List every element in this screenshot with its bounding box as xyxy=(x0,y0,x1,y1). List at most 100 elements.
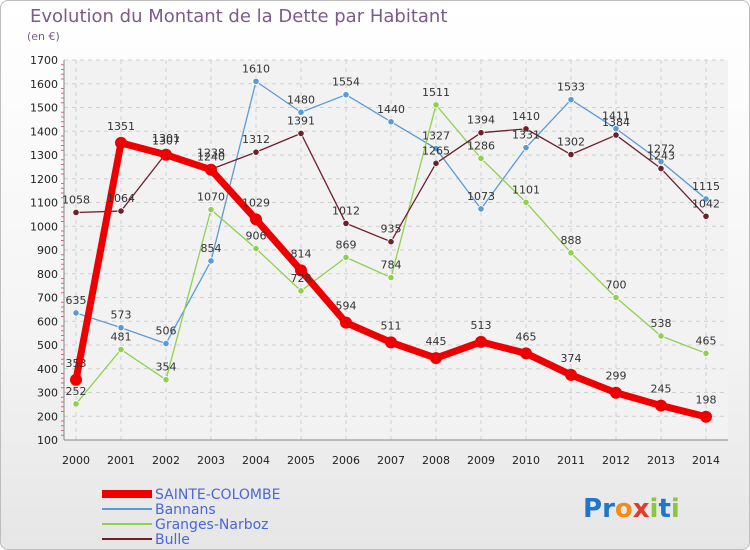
data-label: 1302 xyxy=(557,136,585,149)
proxiti-logo: Proxiti xyxy=(583,494,680,524)
data-label: 573 xyxy=(111,309,132,322)
data-point xyxy=(72,208,80,217)
data-point xyxy=(252,148,260,156)
data-label: 1029 xyxy=(242,196,270,209)
data-point xyxy=(297,108,305,116)
x-tick-label: 2012 xyxy=(602,454,630,467)
data-point xyxy=(207,257,215,265)
data-label: 1384 xyxy=(602,116,630,129)
data-point xyxy=(342,253,350,261)
data-point xyxy=(657,158,665,166)
data-label: 1272 xyxy=(647,143,675,156)
x-tick-label: 2014 xyxy=(692,454,720,467)
data-label: 513 xyxy=(471,319,492,332)
data-label: 1440 xyxy=(377,103,405,116)
data-label: 1327 xyxy=(422,130,450,143)
y-tick-label: 700 xyxy=(37,292,58,305)
x-tick-label: 2000 xyxy=(62,454,90,467)
brand-letter: t xyxy=(658,494,670,524)
data-point xyxy=(205,163,217,176)
data-point xyxy=(387,273,395,282)
data-label: 481 xyxy=(111,331,132,344)
data-point xyxy=(430,352,442,365)
data-point xyxy=(612,131,620,139)
y-tick-label: 1100 xyxy=(30,197,58,210)
y-tick-label: 1400 xyxy=(30,125,58,138)
y-tick-label: 100 xyxy=(37,434,58,447)
data-point xyxy=(342,91,350,99)
data-point xyxy=(162,376,170,384)
data-label: 299 xyxy=(606,370,627,383)
y-tick-label: 1200 xyxy=(30,173,58,186)
data-label: 1391 xyxy=(287,114,315,127)
data-label: 1073 xyxy=(467,190,495,203)
x-tick-label: 2013 xyxy=(647,454,675,467)
data-label: 1351 xyxy=(107,120,135,133)
data-point xyxy=(72,309,80,317)
data-label: 906 xyxy=(246,230,267,243)
data-point xyxy=(567,96,575,104)
y-tick-label: 900 xyxy=(37,244,58,257)
data-point xyxy=(702,195,710,203)
data-point xyxy=(160,148,172,161)
legend-label: Bannans xyxy=(155,502,216,518)
data-label: 1042 xyxy=(692,197,720,210)
data-point xyxy=(117,207,125,215)
data-label: 354 xyxy=(156,361,177,374)
y-tick-label: 200 xyxy=(37,410,58,423)
data-point xyxy=(252,77,260,85)
data-label: 784 xyxy=(381,259,402,272)
data-label: 1070 xyxy=(197,191,225,204)
data-point xyxy=(297,129,305,137)
data-point xyxy=(522,198,530,206)
brand-letter: r xyxy=(602,494,615,524)
x-tick-label: 2009 xyxy=(467,454,495,467)
data-label: 538 xyxy=(651,317,672,330)
data-label: 1307 xyxy=(152,134,180,147)
brand-text: Proxiti xyxy=(583,494,680,524)
x-tick-label: 2005 xyxy=(287,454,315,467)
y-tick-label: 1700 xyxy=(30,54,58,67)
data-point xyxy=(342,219,350,227)
data-label: 1064 xyxy=(107,192,135,205)
data-point xyxy=(72,400,80,408)
data-point xyxy=(252,244,260,253)
data-label: 1533 xyxy=(557,81,585,94)
data-point xyxy=(340,316,352,329)
x-tick-label: 2001 xyxy=(107,454,135,467)
data-point xyxy=(655,399,667,412)
data-label: 1312 xyxy=(242,133,270,146)
data-point xyxy=(610,386,622,399)
data-label: 252 xyxy=(66,385,87,398)
y-tick-label: 1500 xyxy=(30,102,58,115)
data-label: 1480 xyxy=(287,93,315,106)
x-tick-label: 2006 xyxy=(332,454,360,467)
data-label: 1286 xyxy=(467,139,495,152)
x-tick-label: 2010 xyxy=(512,454,540,467)
data-point xyxy=(295,264,307,277)
data-label: 869 xyxy=(336,238,357,251)
data-point xyxy=(115,136,127,149)
data-label: 888 xyxy=(561,234,582,247)
data-label: 728 xyxy=(291,272,312,285)
legend-label: SAINTE-COLOMBE xyxy=(155,487,280,503)
data-point xyxy=(477,154,485,162)
data-label: 594 xyxy=(336,300,357,313)
data-point xyxy=(520,347,532,360)
x-tick-label: 2011 xyxy=(557,454,585,467)
data-label: 700 xyxy=(606,279,627,292)
x-tick-label: 2003 xyxy=(197,454,225,467)
data-point xyxy=(522,144,530,152)
legend-label: Bulle xyxy=(155,532,190,548)
x-tick-label: 2008 xyxy=(422,454,450,467)
y-tick-label: 1000 xyxy=(30,220,58,233)
y-tick-label: 300 xyxy=(37,387,58,400)
data-label: 1101 xyxy=(512,183,540,196)
data-point xyxy=(477,129,485,137)
data-point xyxy=(522,125,530,133)
data-label: 1410 xyxy=(512,110,540,123)
data-label: 1411 xyxy=(602,110,630,123)
data-point xyxy=(117,345,125,354)
x-tick-label: 2004 xyxy=(242,454,270,467)
data-point xyxy=(432,159,440,167)
